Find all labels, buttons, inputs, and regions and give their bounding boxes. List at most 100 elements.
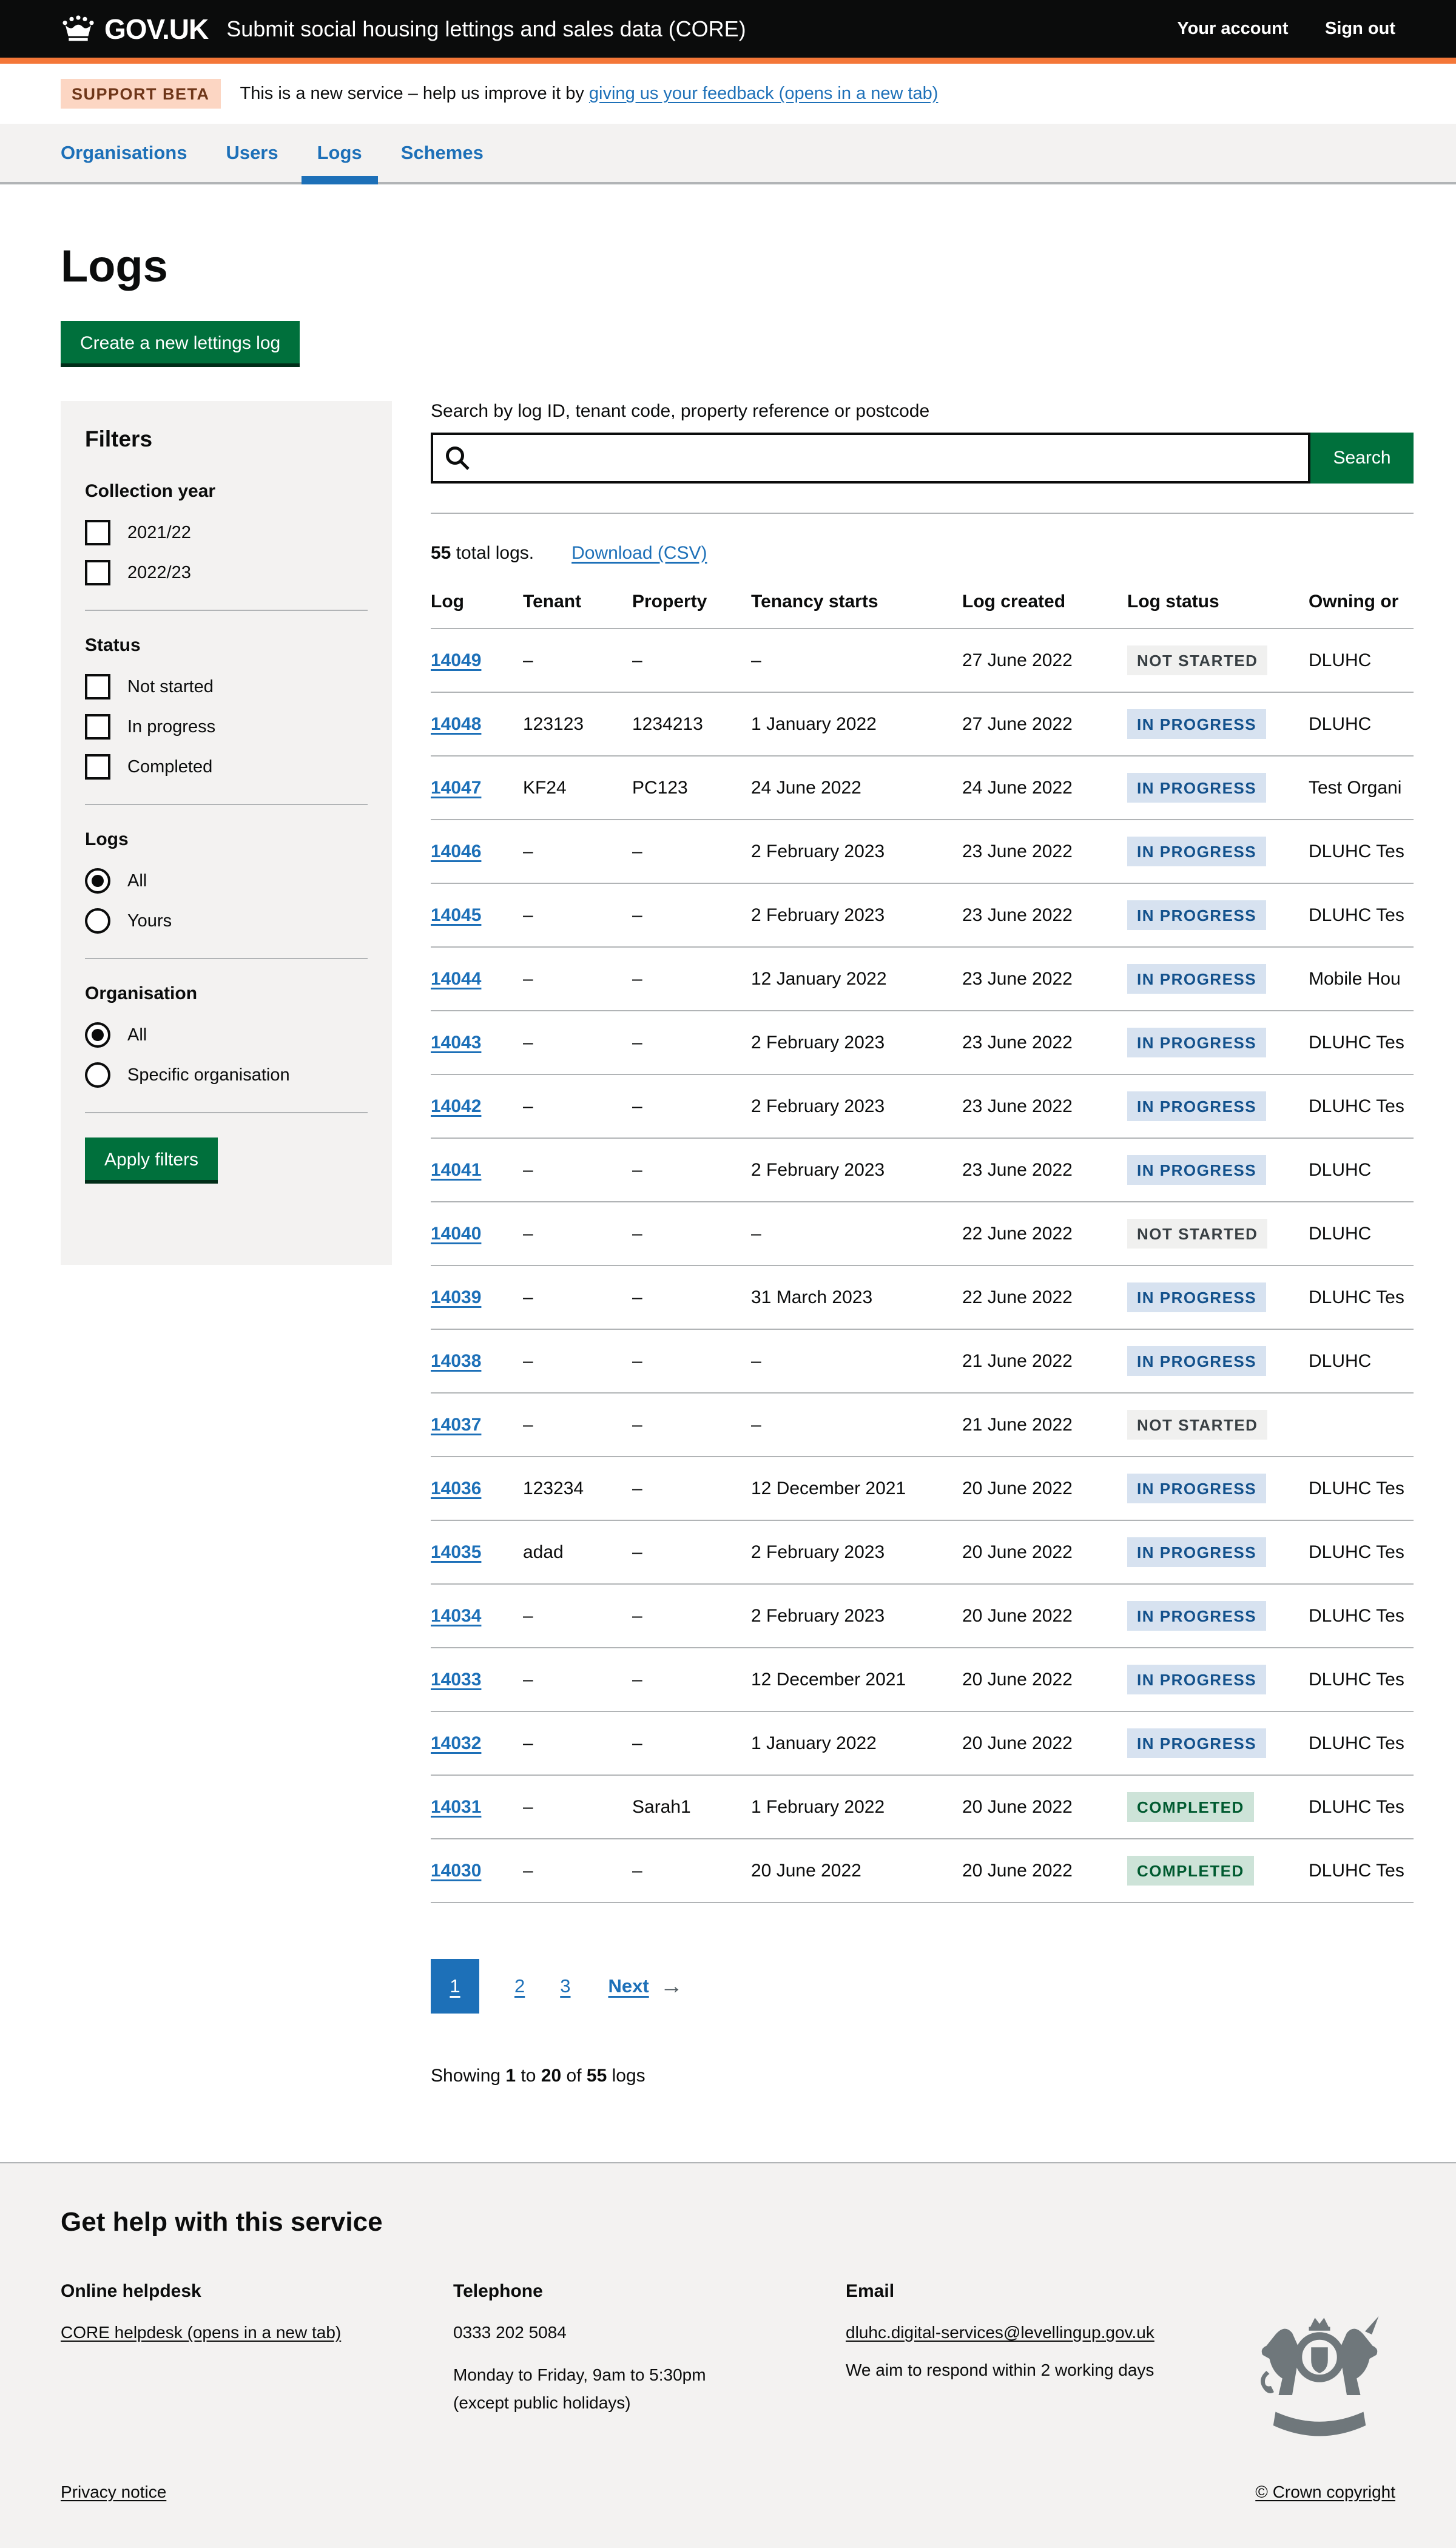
filter-option-label: In progress [127,716,216,736]
privacy-notice-link[interactable]: Privacy notice [61,2482,167,2501]
cell-property: – [632,1457,751,1521]
log-id-link[interactable]: 14043 [431,1032,482,1053]
nav-tab-users[interactable]: Users [226,142,278,163]
log-id-link[interactable]: 14036 [431,1478,482,1498]
filter-option: Not started [85,674,368,699]
radio-organisation-all[interactable] [85,1022,110,1048]
log-id-link[interactable]: 14040 [431,1223,482,1244]
filter-group-organisation: Organisation All Specific organisation [85,983,368,1088]
govuk-logotype[interactable]: GOV.UK [104,13,209,45]
total-suffix: total logs. [451,543,534,563]
showing-to: 20 [541,2066,562,2086]
cell-property: – [632,947,751,1011]
cell-tenant: – [523,1138,632,1202]
cell-owning-organisation: DLUHC Tes [1309,1839,1414,1903]
checkbox-collection-year-2022-23[interactable] [85,560,110,585]
log-id-link[interactable]: 14030 [431,1860,482,1881]
page-current[interactable]: 1 [431,1959,479,2014]
cell-tenancy-starts: 2 February 2023 [751,1520,962,1585]
cell-tenant: – [523,1074,632,1139]
nav-tab-organisations[interactable]: Organisations [61,142,187,163]
status-badge: COMPLETED [1127,1856,1254,1886]
log-id-link[interactable]: 14047 [431,777,482,798]
table-row: 14033 – – 12 December 2021 20 June 2022 … [431,1648,1414,1712]
log-id-link[interactable]: 14046 [431,841,482,861]
your-account-link[interactable]: Your account [1177,19,1289,38]
header-logo[interactable]: GOV.UK Submit social housing lettings an… [61,13,746,46]
service-name-link[interactable]: Submit social housing lettings and sales… [226,16,746,41]
cell-log-created: 21 June 2022 [962,1329,1127,1394]
log-id-link[interactable]: 14034 [431,1605,482,1626]
log-id-link[interactable]: 14031 [431,1796,482,1817]
cell-tenant: KF24 [523,756,632,820]
sign-out-link[interactable]: Sign out [1325,19,1395,38]
status-badge: NOT STARTED [1127,645,1268,675]
table-row: 14044 – – 12 January 2022 23 June 2022 I… [431,947,1414,1011]
radio-logs-yours[interactable] [85,908,110,934]
cell-tenancy-starts: 1 January 2022 [751,692,962,757]
filter-option: Specific organisation [85,1062,368,1088]
status-badge: NOT STARTED [1127,1219,1268,1249]
log-id-link[interactable]: 14033 [431,1669,482,1690]
crown-copyright-link[interactable]: © Crown copyright [1255,2482,1395,2501]
radio-organisation-specific-organisation[interactable] [85,1062,110,1088]
table-row: 14049 – – – 27 June 2022 NOT STARTED DLU… [431,629,1414,693]
download-csv-link[interactable]: Download (CSV) [571,543,707,563]
cell-tenancy-starts: 2 February 2023 [751,1074,962,1139]
feedback-link[interactable]: giving us your feedback (opens in a new … [588,84,939,103]
page-link-2[interactable]: 2 [514,1975,525,1997]
status-badge: IN PROGRESS [1127,1537,1267,1567]
log-id-link[interactable]: 14044 [431,968,482,989]
status-badge: IN PROGRESS [1127,900,1267,930]
table-row: 14039 – – 31 March 2023 22 June 2022 IN … [431,1266,1414,1330]
log-id-link[interactable]: 14032 [431,1733,482,1753]
table-row: 14036 123234 – 12 December 2021 20 June … [431,1457,1414,1521]
core-helpdesk-link[interactable]: CORE helpdesk (opens in a new tab) [61,2323,342,2342]
log-id-link[interactable]: 14042 [431,1096,482,1116]
cell-property: – [632,883,751,948]
filter-option-label: 2021/22 [127,522,191,542]
search-button[interactable]: Search [1310,433,1414,484]
cell-log-created: 23 June 2022 [962,883,1127,948]
log-id-link[interactable]: 14038 [431,1350,482,1371]
cell-tenancy-starts: 1 January 2022 [751,1711,962,1776]
cell-log-created: 20 June 2022 [962,1775,1127,1839]
cell-property: – [632,1329,751,1394]
cell-property: – [632,1839,751,1903]
footer-heading: Get help with this service [61,2207,383,2237]
search-icon [444,445,471,474]
cell-tenant: 123234 [523,1457,632,1521]
table-row: 14041 – – 2 February 2023 23 June 2022 I… [431,1138,1414,1202]
col-header-tenant: Tenant [523,592,632,629]
checkbox-collection-year-2021-22[interactable] [85,520,110,545]
checkbox-status-completed[interactable] [85,754,110,780]
table-row: 14040 – – – 22 June 2022 NOT STARTED DLU… [431,1202,1414,1266]
apply-filters-button[interactable]: Apply filters [85,1138,218,1180]
nav-tab-schemes[interactable]: Schemes [400,142,484,163]
col-header-log: Log [431,592,523,629]
radio-logs-all[interactable] [85,868,110,894]
log-id-link[interactable]: 14041 [431,1159,482,1180]
nav-tab-logs[interactable]: Logs [301,124,378,184]
log-id-link[interactable]: 14039 [431,1287,482,1307]
email-link[interactable]: dluhc.digital-services@levellingup.gov.u… [846,2323,1154,2342]
log-id-link[interactable]: 14048 [431,713,482,734]
page-link-3[interactable]: 3 [560,1975,571,1997]
checkbox-status-in-progress[interactable] [85,714,110,740]
log-id-link[interactable]: 14037 [431,1414,482,1435]
log-id-link[interactable]: 14045 [431,905,482,925]
cell-owning-organisation: DLUHC Tes [1309,820,1414,884]
cell-owning-organisation: DLUHC [1309,1329,1414,1394]
pagination: 1 2 3 Next → [431,1959,1414,2014]
royal-coat-of-arms [1244,2316,1395,2447]
create-lettings-log-button[interactable]: Create a new lettings log [61,321,300,363]
checkbox-status-not-started[interactable] [85,674,110,699]
cell-property: – [632,1711,751,1776]
cell-tenancy-starts: 2 February 2023 [751,1011,962,1075]
log-id-link[interactable]: 14035 [431,1542,482,1562]
search-input[interactable] [431,433,1310,484]
next-page-link[interactable]: Next [608,1975,649,1997]
log-id-link[interactable]: 14049 [431,650,482,670]
cell-property: PC123 [632,756,751,820]
status-badge: IN PROGRESS [1127,1474,1267,1503]
